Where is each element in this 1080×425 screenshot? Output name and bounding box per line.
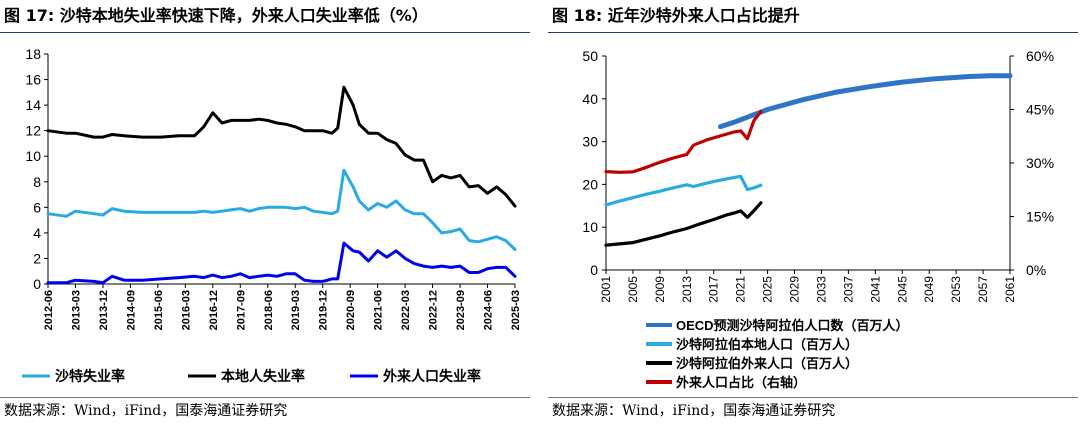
series-line	[46, 241, 517, 285]
x-tick-label: 2001	[599, 276, 613, 303]
series-line	[604, 201, 763, 247]
x-tick-label: 2049	[922, 276, 936, 303]
y-tick-label: 50	[582, 48, 598, 64]
y-tick-label: 12	[25, 123, 41, 139]
series-line	[46, 85, 517, 208]
figure-18-title: 图 18: 近年沙特外来人口占比提升	[552, 6, 800, 25]
x-tick-label: 2014-09	[125, 290, 137, 330]
figure-17-title: 图 17: 沙特本地失业率快速下降，外来人口失业率低（%）	[4, 6, 428, 25]
figure-18-top-rule	[548, 32, 1078, 33]
y-tick-label: 2	[33, 250, 41, 266]
x-tick-label: 2041	[868, 276, 882, 303]
x-tick-label: 2018-06	[263, 290, 275, 330]
series-line	[46, 168, 517, 251]
y-tick-label: 10	[582, 219, 598, 235]
y-tick-label: 30	[582, 134, 598, 150]
x-tick-label: 2045	[895, 276, 909, 303]
y-tick-label: 20	[582, 176, 598, 192]
legend-label: 本地人失业率	[221, 368, 305, 384]
legend-label: 沙特阿拉伯外来人口（百万人）	[676, 356, 858, 371]
x-tick-label: 2053	[949, 276, 963, 303]
figure-18-panel: 图 18: 近年沙特外来人口占比提升 0 10 20 30 40 50 0% 15% 30% 45…	[548, 0, 1080, 425]
y-tick-label: 0	[33, 276, 41, 292]
x-tick-label: 2015-06	[153, 290, 165, 330]
legend-label: OECD预测沙特阿拉伯人口数（百万人）	[676, 318, 909, 333]
x-tick-label: 2022-03	[400, 290, 412, 330]
x-tick-label: 2016-12	[208, 290, 220, 330]
figure-17-chart: 0 2 4 6 8 10 12 14 16 18 2012-06 2013-03 2013-12 2014…	[22, 46, 522, 384]
y-tick-label: 10	[25, 148, 41, 164]
y-tick-label: 0	[590, 262, 598, 278]
y2-tick-label: 0%	[1026, 262, 1046, 278]
x-tick-label: 2021	[734, 276, 748, 303]
x-tick-label: 2033	[814, 276, 828, 303]
x-tick-label: 2017-09	[235, 290, 247, 330]
figure-17-source: 数据来源：Wind，iFind，国泰海通证券研究	[4, 403, 288, 419]
y2-tick-label: 60%	[1026, 48, 1054, 64]
x-tick-label: 2029	[788, 276, 802, 303]
y-tick-label: 6	[33, 199, 41, 215]
legend-label: 外来人口失业率	[383, 368, 481, 384]
legend-label: 沙特失业率	[55, 368, 125, 384]
x-tick-label: 2057	[976, 276, 990, 303]
y-tick-label: 8	[33, 174, 41, 190]
y2-tick-label: 45%	[1026, 102, 1054, 118]
figure-18-bottom-rule	[548, 397, 1078, 398]
x-tick-label: 2024-06	[483, 290, 495, 330]
x-tick-label: 2025-03	[510, 290, 522, 330]
x-tick-label: 2017	[707, 276, 721, 303]
x-tick-label: 2013	[680, 276, 694, 303]
x-tick-label: 2025	[761, 276, 775, 303]
legend-label: 外来人口占比（右轴）	[675, 375, 806, 390]
figure-17-top-rule	[0, 32, 530, 33]
y2-tick-label: 15%	[1026, 209, 1054, 225]
x-tick-label: 2019-03	[290, 290, 302, 330]
y-tick-label: 16	[25, 72, 41, 88]
x-tick-label: 2013-03	[70, 290, 82, 330]
figure-17-panel: 图 17: 沙特本地失业率快速下降，外来人口失业率低（%） 0 2 4 6 8 10 12 1…	[0, 0, 532, 425]
x-tick-label: 2022-12	[428, 290, 440, 330]
legend-label: 沙特阿拉伯本地人口（百万人）	[676, 337, 858, 352]
figure-18-source: 数据来源：Wind，iFind，国泰海通证券研究	[552, 403, 836, 419]
y-tick-label: 18	[25, 46, 41, 62]
series-line	[604, 174, 763, 207]
x-tick-label: 2016-03	[180, 290, 192, 330]
x-tick-label: 2023-09	[455, 290, 467, 330]
x-tick-label: 2012-06	[43, 290, 55, 330]
y-tick-label: 14	[25, 97, 41, 113]
x-tick-label: 2009	[653, 276, 667, 303]
y2-tick-label: 30%	[1026, 155, 1054, 171]
x-tick-label: 2019-12	[318, 290, 330, 330]
figure-18-chart: 0 10 20 30 40 50 0% 15% 30% 45% 60% 2001 2005 2009 201…	[582, 48, 1054, 390]
series-line	[718, 73, 1013, 130]
x-tick-label: 2021-06	[373, 290, 385, 330]
x-tick-label: 2061	[1003, 276, 1017, 303]
series-line	[604, 109, 763, 174]
y-tick-label: 40	[582, 91, 598, 107]
x-tick-label: 2013-12	[98, 290, 110, 330]
x-tick-label: 2037	[841, 276, 855, 303]
x-tick-label: 2020-09	[345, 290, 357, 330]
y-tick-label: 4	[33, 225, 41, 241]
figure-17-bottom-rule	[0, 397, 530, 398]
x-tick-label: 2005	[626, 276, 640, 303]
